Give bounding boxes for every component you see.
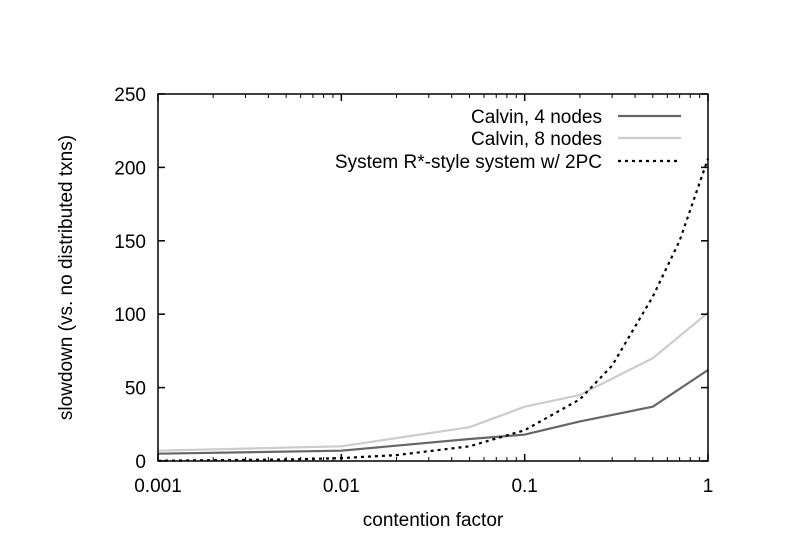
y-tick-label: 250 [114,85,146,106]
y-tick-label: 0 [135,452,146,473]
x-tick-label: 0.001 [134,476,182,497]
series-layer [157,158,710,462]
series-line-3 [157,158,710,462]
series-line-1 [157,369,709,455]
y-axis-label: slowdown (vs. no distributed txns) [56,135,77,420]
y-tick-label: 50 [125,379,146,400]
y-tick-label: 200 [114,158,146,179]
legend-label: Calvin, 4 nodes [471,107,602,128]
series-line-2 [157,311,709,452]
y-tick-label: 150 [114,232,146,253]
legend-label: System R*-style system w/ 2PC [335,152,602,173]
ticks-layer: 0 50 100 150 200 250 0.001 0.01 0.1 1 [114,85,713,497]
plot-frame [157,93,709,462]
x-tick-label: 1 [703,476,714,497]
x-axis-label: contention factor [363,510,504,531]
y-tick-label: 100 [114,305,146,326]
legend-label: Calvin, 8 nodes [471,129,602,150]
x-tick-label: 0.1 [511,476,537,497]
x-tick-label: 0.01 [323,476,360,497]
